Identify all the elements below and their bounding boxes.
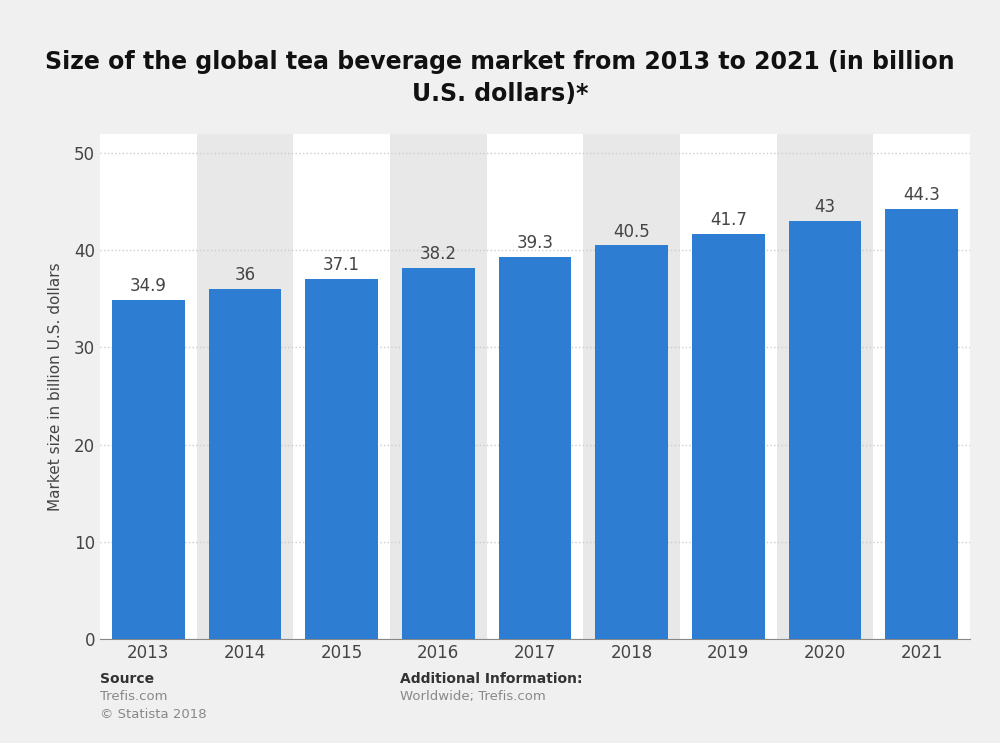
Bar: [789, 221, 861, 639]
Text: 34.9: 34.9: [130, 277, 167, 295]
Text: 36: 36: [234, 266, 256, 285]
Text: 39.3: 39.3: [516, 234, 554, 253]
Text: 43: 43: [814, 198, 836, 216]
Text: Worldwide; Trefis.com: Worldwide; Trefis.com: [400, 690, 546, 702]
Bar: [885, 209, 958, 639]
Bar: [777, 134, 873, 639]
Text: Source: Source: [100, 672, 154, 687]
Y-axis label: Market size in billion U.S. dollars: Market size in billion U.S. dollars: [48, 262, 63, 510]
Text: Size of the global tea beverage market from 2013 to 2021 (in billion
U.S. dollar: Size of the global tea beverage market f…: [45, 51, 955, 106]
Bar: [293, 134, 390, 639]
Text: Additional Information:: Additional Information:: [400, 672, 582, 687]
Bar: [487, 134, 583, 639]
Bar: [305, 279, 378, 639]
Text: Trefis.com
© Statista 2018: Trefis.com © Statista 2018: [100, 690, 207, 721]
Text: 44.3: 44.3: [903, 186, 940, 204]
Bar: [499, 257, 571, 639]
Text: 40.5: 40.5: [613, 223, 650, 241]
Bar: [402, 267, 475, 639]
Bar: [692, 234, 765, 639]
Text: 37.1: 37.1: [323, 256, 360, 273]
Text: 41.7: 41.7: [710, 211, 747, 229]
Bar: [390, 134, 487, 639]
Bar: [873, 134, 970, 639]
Bar: [583, 134, 680, 639]
Bar: [197, 134, 293, 639]
Bar: [209, 289, 281, 639]
Bar: [595, 245, 668, 639]
Bar: [680, 134, 777, 639]
Text: 38.2: 38.2: [420, 245, 457, 263]
Bar: [112, 300, 185, 639]
Bar: [100, 134, 197, 639]
